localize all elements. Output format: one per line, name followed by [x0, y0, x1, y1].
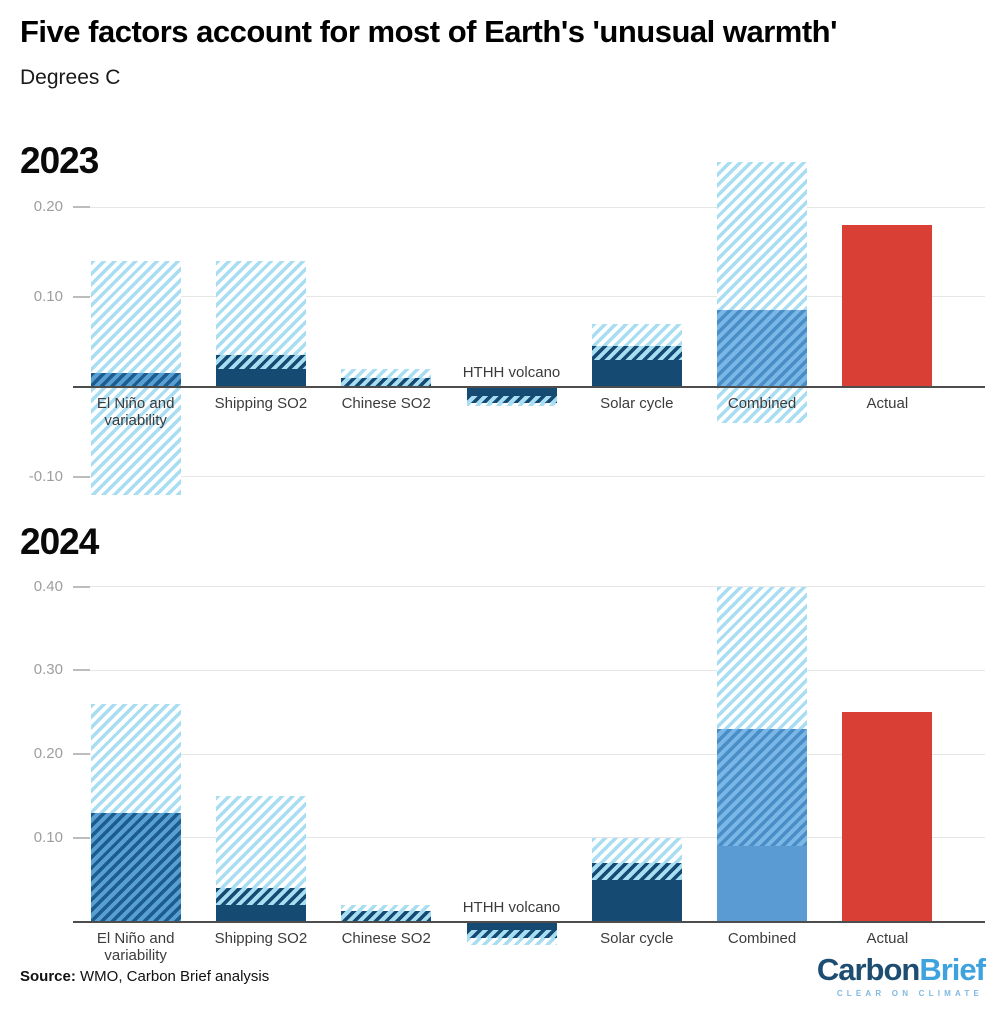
- logo-tagline: CLEAR ON CLIMATE: [836, 989, 983, 998]
- category-label-combined: Combined: [727, 929, 797, 947]
- gridline: [73, 206, 985, 208]
- y-axis-tick: [73, 836, 90, 839]
- gridline: [73, 837, 985, 839]
- category-label-el-ni-o-and-variability: El Niño and variability: [96, 394, 175, 430]
- gridline: [73, 669, 985, 671]
- category-label-actual: Actual: [866, 929, 909, 947]
- source-note: Source: WMO, Carbon Brief analysis: [20, 968, 269, 985]
- y-axis-tick: [73, 206, 90, 209]
- logo-brief-text: Brief: [919, 952, 986, 987]
- y-axis-tick-label: 0.40: [33, 577, 63, 595]
- bar-combined-segment-medium-hatch: [717, 729, 808, 847]
- bar-hthh-volcano-segment-light-hatch: [466, 938, 557, 945]
- bar-solar-cycle-segment-dark-hatch-light: [591, 346, 682, 360]
- bar-shipping-so2-segment-dark-hatch-light: [215, 888, 306, 905]
- y-axis-tick-label: 0.30: [33, 661, 63, 679]
- y-axis-tick: [73, 475, 90, 478]
- chart-plot-2023: 0.20 0.10 -0.10 El Niño and variability Ship…: [29, 155, 985, 500]
- logo-carbon-text: Carbon: [816, 952, 920, 987]
- bar-actual-segment-red: [842, 712, 933, 922]
- y-axis-tick: [73, 295, 90, 298]
- category-label-shipping-so2: Shipping SO2: [214, 394, 308, 412]
- source-text: WMO, Carbon Brief analysis: [75, 968, 270, 985]
- bar-shipping-so2-segment-navy: [215, 904, 306, 922]
- logo-wordmark: CarbonBrief: [816, 952, 986, 987]
- category-label-solar-cycle: Solar cycle: [600, 929, 674, 947]
- category-label-solar-cycle: Solar cycle: [600, 394, 674, 412]
- bar-combined-segment-medium-hatch: [717, 310, 808, 387]
- bar-solar-cycle-segment-navy: [591, 359, 682, 387]
- gridline: [73, 586, 985, 588]
- bar-actual-segment-red: [842, 225, 933, 387]
- bar-hthh-volcano-segment-light-hatch: [466, 402, 557, 406]
- y-axis-tick: [73, 585, 90, 588]
- bar-chinese-so2-segment-dark-hatch-light: [341, 911, 432, 922]
- chart-plot-2024: 0.40 0.30 0.20 0.10 El Niño and variability S…: [34, 575, 985, 964]
- category-label-combined: Combined: [727, 394, 797, 412]
- y-axis-tick-label: 0.10: [33, 828, 63, 846]
- bar-combined-segment-light-hatch: [717, 586, 808, 730]
- bar-el-ni-o-and-variability-segment-dark-hatch-medium: [90, 373, 181, 387]
- y-axis-tick-label: 0.10: [33, 287, 63, 305]
- bar-hthh-volcano-segment-dark-hatch-light: [466, 929, 557, 939]
- bar-hthh-volcano-segment-dark-hatch-light: [466, 395, 557, 403]
- gridline: [73, 296, 985, 298]
- y-axis-tick: [73, 753, 90, 756]
- category-label-chinese-so2: Chinese SO2: [341, 929, 431, 947]
- chart-title-2023: 2023: [20, 140, 99, 181]
- page-title: Five factors account for most of Earth's…: [20, 14, 837, 49]
- bar-shipping-so2-segment-dark-hatch-light: [215, 355, 306, 369]
- bar-el-ni-o-and-variability-segment-dark-hatch-medium: [90, 812, 181, 922]
- category-label-actual: Actual: [866, 394, 909, 412]
- category-label-hthh-volcano: HTHH volcano: [462, 363, 561, 381]
- y-axis-tick: [73, 669, 90, 672]
- bar-hthh-volcano-segment-navy: [466, 386, 557, 396]
- carbon-brief-logo: CarbonBrief CLEAR ON CLIMATE: [816, 952, 986, 998]
- category-label-el-ni-o-and-variability: El Niño and variability: [96, 929, 175, 965]
- chart-title-2024: 2024: [20, 521, 99, 562]
- bar-chinese-so2-segment-dark-hatch-light: [341, 377, 432, 387]
- source-label: Source:: [20, 968, 76, 985]
- units-subtitle: Degrees C: [20, 66, 121, 89]
- bar-combined-segment-steel: [717, 846, 808, 922]
- category-label-shipping-so2: Shipping SO2: [214, 929, 308, 947]
- category-label-chinese-so2: Chinese SO2: [341, 394, 431, 412]
- bar-solar-cycle-segment-dark-hatch-light: [591, 862, 682, 880]
- y-axis-tick-label: -0.10: [28, 467, 63, 485]
- y-axis-tick-label: 0.20: [33, 745, 63, 763]
- x-axis-line: [73, 920, 985, 923]
- bar-hthh-volcano-segment-navy: [466, 921, 557, 930]
- bar-shipping-so2-segment-navy: [215, 368, 306, 387]
- category-label-hthh-volcano: HTHH volcano: [462, 898, 561, 916]
- x-axis-line: [73, 385, 985, 388]
- gridline: [73, 476, 985, 478]
- y-axis-tick-label: 0.20: [33, 198, 63, 216]
- bar-solar-cycle-segment-navy: [591, 879, 682, 922]
- gridline: [73, 753, 985, 755]
